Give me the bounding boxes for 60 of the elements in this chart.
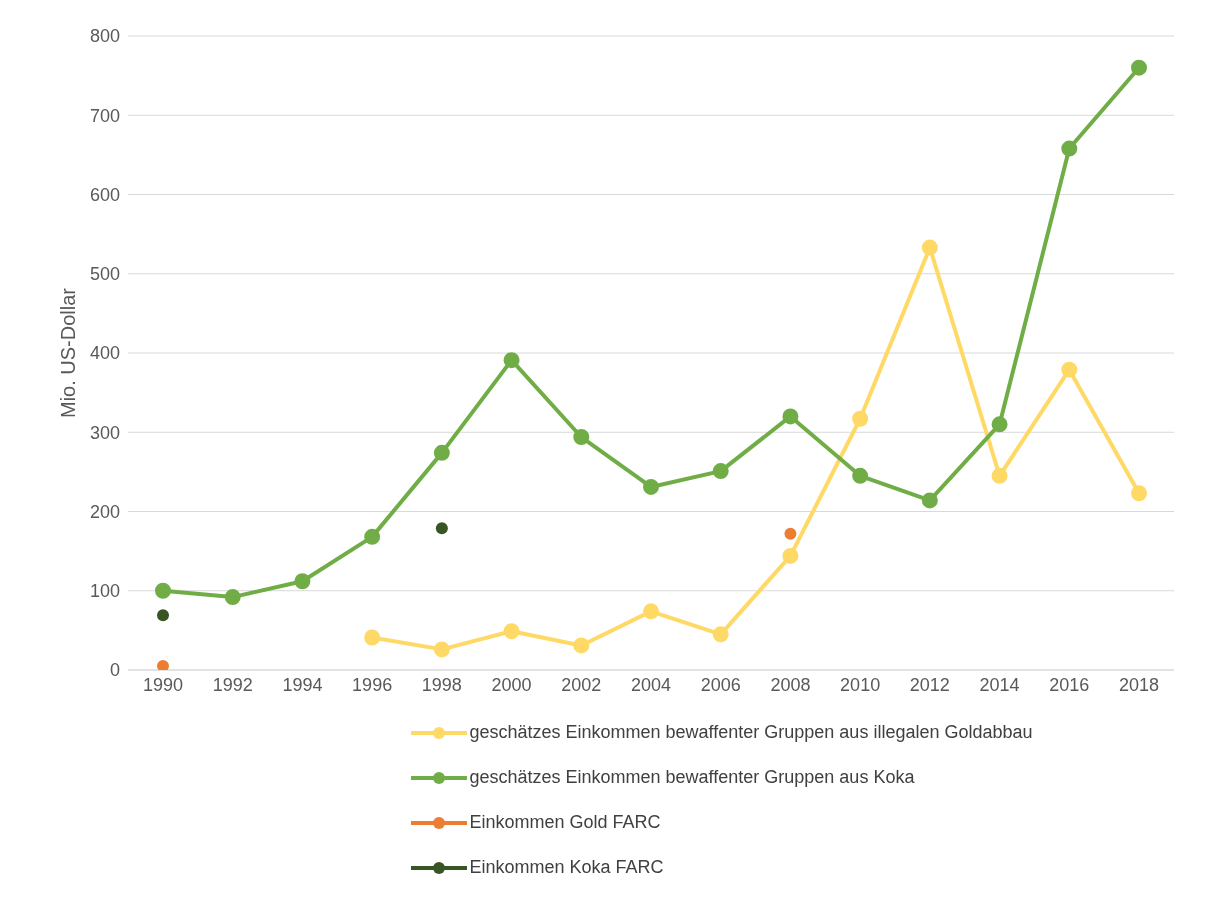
point	[364, 629, 381, 646]
x-tick-label: 1998	[421, 674, 462, 695]
x-tick-label: 1994	[282, 674, 323, 695]
y-tick-label: 100	[89, 581, 120, 602]
point	[782, 547, 799, 564]
point	[991, 416, 1008, 433]
x-tick-label: 1990	[142, 674, 184, 695]
y-tick-label: 400	[89, 343, 120, 364]
point	[852, 410, 869, 427]
x-tick-label: 2000	[491, 674, 532, 695]
point	[991, 467, 1008, 484]
point	[1131, 59, 1147, 76]
y-tick-label: 500	[89, 264, 120, 285]
x-tick-label: 2008	[770, 674, 811, 695]
x-tick-label: 2006	[700, 674, 741, 695]
x-tick-label: 1992	[212, 674, 253, 695]
point	[503, 352, 520, 369]
point	[1061, 361, 1078, 378]
point	[573, 429, 590, 446]
point	[364, 528, 381, 545]
x-tick-label: 1996	[352, 674, 393, 695]
y-tick-label: 0	[109, 660, 120, 681]
point	[784, 527, 797, 540]
point	[294, 573, 311, 590]
point	[921, 492, 938, 509]
point	[433, 444, 450, 461]
legend-label: Einkommen Koka FARC	[469, 857, 664, 878]
y-tick-label: 700	[89, 105, 120, 126]
point	[157, 609, 169, 622]
x-tick-label: 2004	[630, 674, 672, 695]
point	[433, 641, 450, 658]
legend-label: geschätzes Einkommen bewaffenter Gruppen aus illegalen Goldabbau	[469, 722, 1033, 743]
y-tick-label: 200	[89, 501, 120, 522]
point	[712, 626, 729, 643]
point	[852, 467, 869, 484]
point	[643, 603, 659, 620]
y-axis-title: Mio. US-Dollar	[57, 287, 80, 419]
x-tick-label: 2002	[561, 674, 602, 695]
point	[1131, 485, 1147, 502]
point	[157, 660, 169, 670]
point	[224, 589, 241, 606]
point	[712, 463, 729, 480]
point	[503, 623, 520, 640]
point	[643, 478, 659, 495]
x-tick-label: 2012	[909, 674, 950, 695]
point	[1061, 140, 1078, 157]
legend-label: Einkommen Gold FARC	[469, 812, 661, 833]
x-tick-label: 2014	[979, 674, 1020, 695]
x-tick-label: 2016	[1049, 674, 1090, 695]
x-tick-label: 2010	[840, 674, 881, 695]
point	[155, 582, 171, 599]
point	[782, 408, 799, 425]
point	[921, 239, 938, 256]
x-tick-label: 2018	[1118, 674, 1160, 695]
point	[573, 637, 590, 654]
legend-label: geschätzes Einkommen bewaffenter Gruppen aus Koka	[469, 767, 915, 788]
y-tick-label: 300	[89, 422, 120, 443]
point	[435, 522, 448, 535]
y-tick-label: 800	[89, 26, 120, 47]
y-tick-label: 600	[89, 184, 120, 205]
